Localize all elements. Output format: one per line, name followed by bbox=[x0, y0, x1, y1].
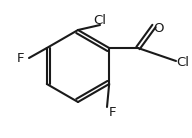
Text: Cl: Cl bbox=[176, 55, 190, 68]
Text: F: F bbox=[108, 105, 116, 119]
Text: F: F bbox=[16, 51, 24, 64]
Text: Cl: Cl bbox=[94, 14, 107, 26]
Text: O: O bbox=[153, 22, 163, 34]
